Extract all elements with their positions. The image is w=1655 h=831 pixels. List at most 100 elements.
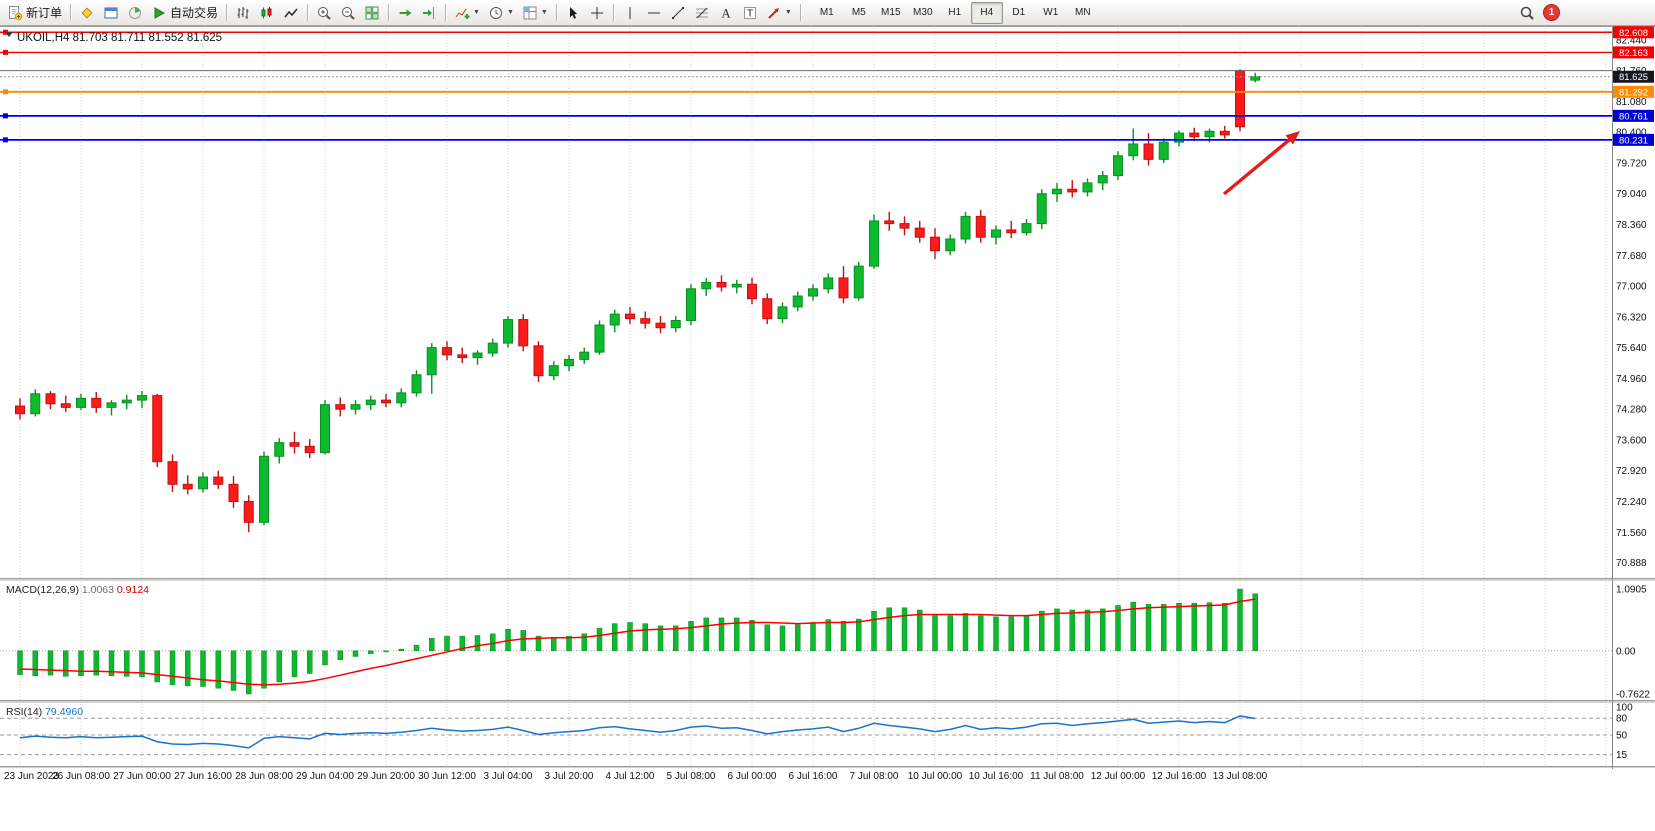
chart-background[interactable]: [0, 26, 1655, 831]
candle-body: [1067, 188, 1078, 193]
candle-body: [975, 215, 986, 238]
annotation-arrowhead[interactable]: [1285, 131, 1300, 145]
text-label-button[interactable]: T: [738, 1, 762, 25]
candle-body: [869, 220, 879, 267]
macd-histogram-bar: [1115, 605, 1121, 652]
candle-body: [381, 399, 391, 404]
timeframe-H1[interactable]: H1: [948, 7, 962, 18]
time-axis-label: 10 Jul 00:00: [908, 771, 963, 782]
zoom-in-button[interactable]: [312, 1, 336, 25]
indicators-button[interactable]: ▼: [450, 1, 484, 25]
candle-body: [716, 281, 727, 288]
candle-body: [853, 265, 864, 299]
macd-histogram-bar: [230, 650, 237, 691]
chart-shift-button[interactable]: [417, 1, 441, 25]
time-axis-label: 7 Jul 08:00: [850, 771, 899, 782]
pane-separator[interactable]: [0, 578, 1655, 582]
templates-button[interactable]: ▼: [518, 1, 552, 25]
line-handle[interactable]: [3, 89, 8, 95]
annotation-arrow[interactable]: [1222, 138, 1291, 196]
line-handle[interactable]: [3, 137, 8, 143]
horizontal-line-button[interactable]: [642, 1, 666, 25]
timeframe-M30[interactable]: M30: [913, 7, 933, 18]
periods-button[interactable]: ▼: [484, 1, 518, 25]
timeframe-H4[interactable]: H4: [970, 1, 1003, 24]
candle-body: [45, 393, 56, 405]
fibonacci-button[interactable]: [690, 1, 714, 25]
macd-histogram-bar: [1145, 604, 1152, 652]
strategy-tester-button[interactable]: [123, 1, 147, 25]
time-axis-label: 29 Jun 20:00: [357, 771, 415, 782]
timeframe-MN[interactable]: MN: [1075, 7, 1091, 18]
timeframe-M15[interactable]: M15: [881, 7, 901, 18]
bar-chart-button[interactable]: [231, 1, 255, 25]
price-axis-label: 72.920: [1616, 466, 1647, 477]
candle-body: [457, 354, 468, 359]
macd-histogram-bar: [718, 617, 725, 652]
toolbar-separator: [388, 4, 390, 21]
new-order-button-label: 新订单: [26, 6, 63, 20]
toolbar-separator: [307, 4, 309, 21]
macd-histogram-bar: [368, 650, 374, 654]
tile-windows-button[interactable]: [360, 1, 384, 25]
macd-histogram-bar: [352, 650, 359, 657]
line-chart-button[interactable]: [279, 1, 303, 25]
notification-badge[interactable]: 1: [1543, 4, 1560, 21]
one-click-trading-toggle[interactable]: [5, 32, 13, 37]
time-axis-label: 26 Jun 08:00: [52, 771, 110, 782]
cursor-button[interactable]: [561, 1, 585, 25]
market-watch-button[interactable]: [75, 1, 99, 25]
candle-body: [609, 313, 620, 326]
crosshair-button[interactable]: [585, 1, 609, 25]
candle-body: [1235, 70, 1245, 128]
autoscroll-icon: [397, 5, 413, 21]
candle-body: [991, 229, 1001, 238]
charts-window-button[interactable]: [99, 1, 123, 25]
macd-histogram-bar: [962, 613, 969, 652]
timeframe-M5[interactable]: M5: [851, 7, 866, 18]
vline-icon: [622, 5, 638, 21]
candlestick-chart-button[interactable]: [255, 1, 279, 25]
line-handle[interactable]: [3, 49, 8, 55]
pane-separator[interactable]: [0, 766, 1655, 769]
timeframe-D1[interactable]: D1: [1012, 7, 1026, 18]
candle-body: [472, 352, 483, 359]
text-button[interactable]: A: [714, 1, 738, 25]
candle-body: [91, 397, 102, 408]
auto-trading-button[interactable]: 自动交易: [147, 1, 222, 25]
macd-histogram-bar: [688, 621, 694, 652]
time-axis-label: 12 Jul 00:00: [1091, 771, 1146, 782]
price-tag-label: 80.231: [1619, 135, 1648, 146]
price-axis-label: 77.000: [1616, 282, 1647, 293]
timeframe-W1[interactable]: W1: [1043, 7, 1059, 18]
candle-body: [15, 405, 25, 415]
new-order-button[interactable]: 新订单: [3, 1, 66, 25]
macd-histogram-bar: [1130, 601, 1136, 652]
arrows-button[interactable]: ▼: [762, 1, 796, 25]
candle-body: [1021, 223, 1032, 234]
hline-icon: [646, 5, 662, 21]
candle-body: [106, 402, 117, 408]
toolbar-separator: [70, 4, 72, 21]
rsi-axis-label: 80: [1616, 714, 1628, 725]
trendline-button[interactable]: [666, 1, 690, 25]
candle-body: [1219, 130, 1230, 136]
pane-separator[interactable]: [0, 700, 1655, 704]
macd-histogram-bar: [703, 617, 709, 652]
search-icon[interactable]: [1519, 5, 1535, 21]
candle-body: [259, 455, 269, 523]
line-handle[interactable]: [3, 113, 8, 119]
auto-scroll-button[interactable]: [393, 1, 417, 25]
macd-histogram-bar: [825, 619, 831, 652]
macd-histogram-bar: [520, 630, 526, 652]
timeframe-M1[interactable]: M1: [819, 7, 834, 18]
vertical-line-button[interactable]: [618, 1, 642, 25]
zoomout-icon: [340, 5, 356, 21]
candle-body: [1158, 141, 1169, 160]
time-axis-label: 3 Jul 20:00: [545, 771, 594, 782]
zoom-out-button[interactable]: [336, 1, 360, 25]
price-tag: [1613, 46, 1654, 59]
macd-histogram-bar: [749, 619, 755, 652]
